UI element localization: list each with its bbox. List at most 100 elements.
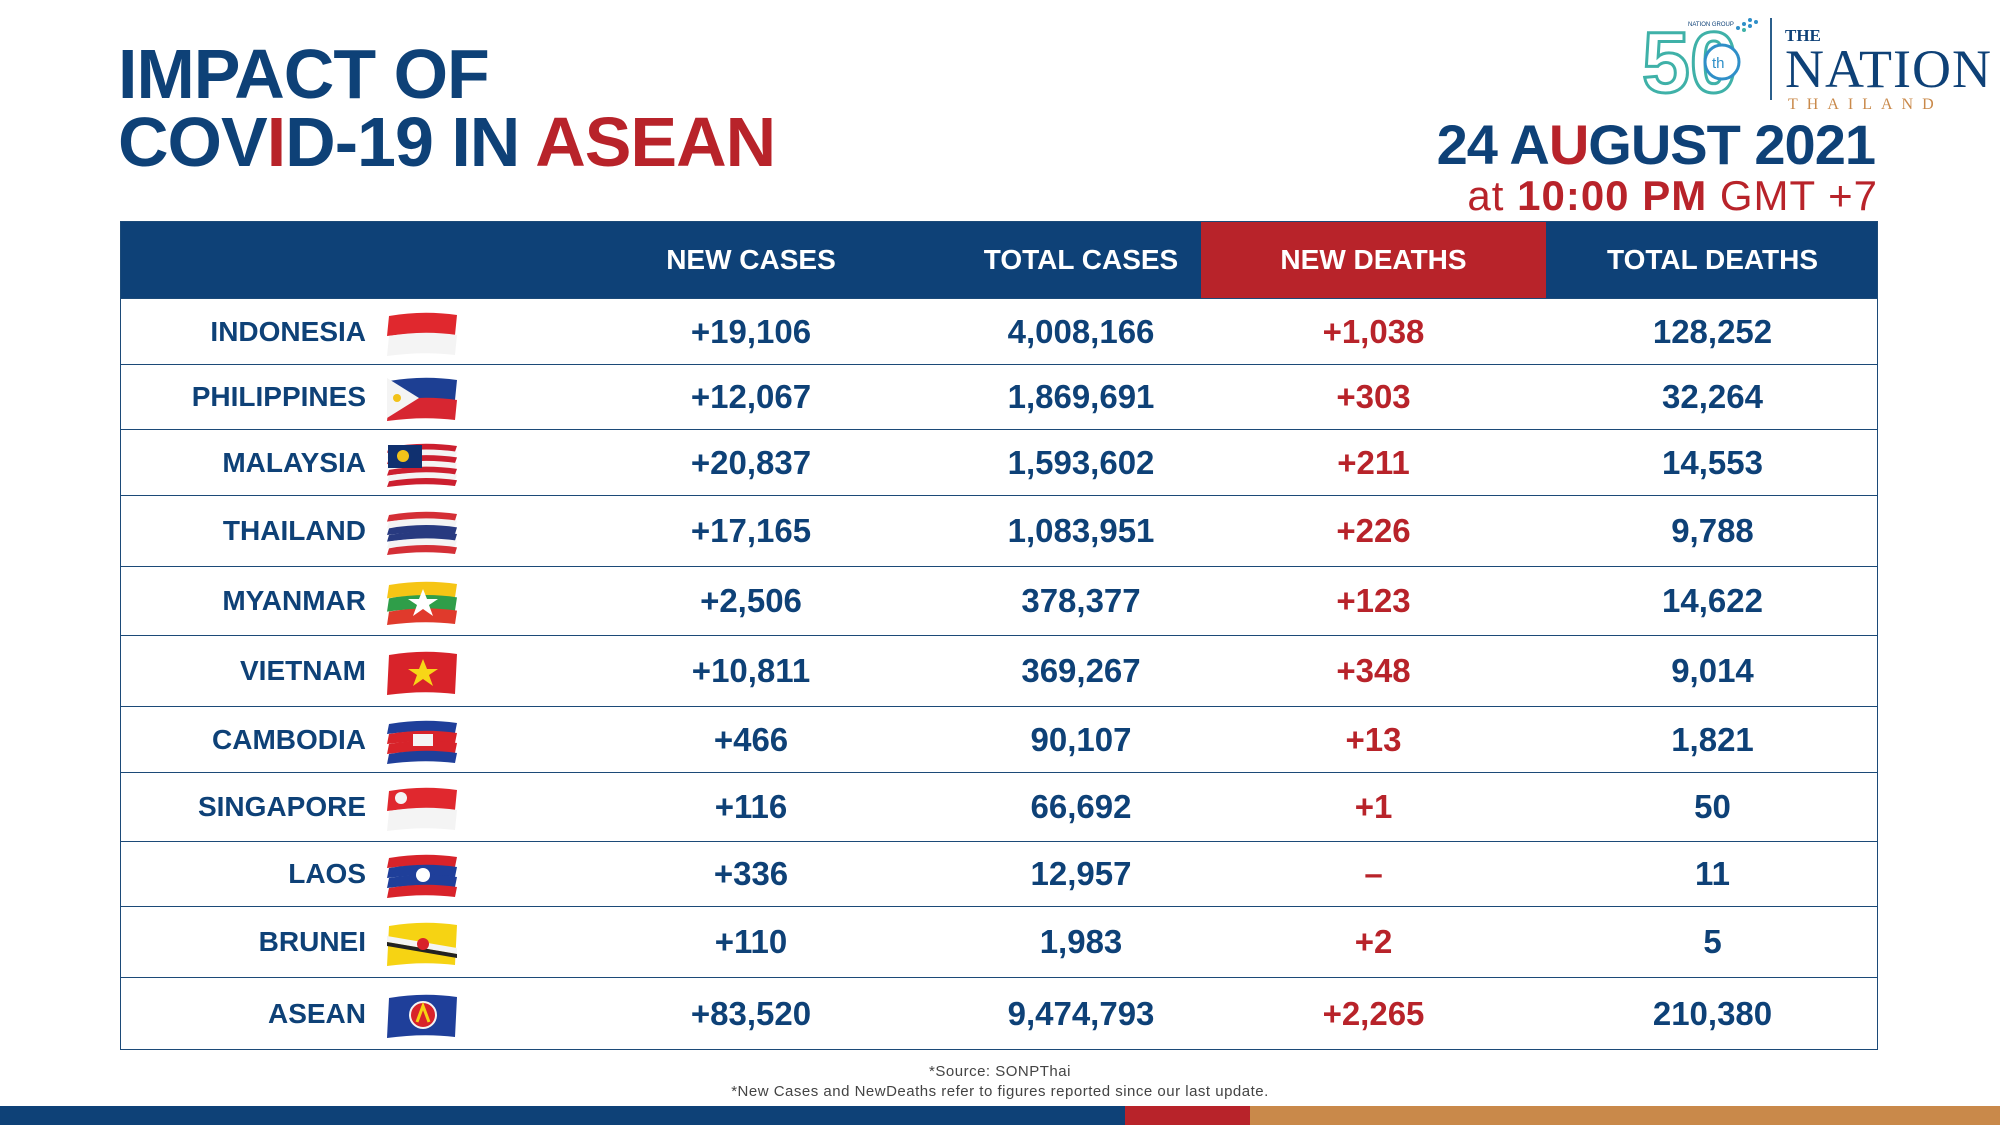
- cell-new-cases: +2,506: [700, 582, 802, 619]
- logo-name: NATION: [1785, 39, 1992, 99]
- table-row: PHILIPPINES +12,067 1,869,691 +303 32,264: [121, 364, 1877, 429]
- cell-country: PHILIPPINES: [191, 381, 366, 412]
- indonesia-flag: [387, 312, 457, 356]
- nation-logo: 50 th NATION GROUP THE NATION THAILAND: [1640, 10, 1991, 114]
- time-part: at: [1467, 172, 1518, 219]
- cell-total-deaths: 14,622: [1662, 582, 1763, 619]
- cell-total-deaths: 11: [1695, 855, 1730, 892]
- cell-country: CAMBODIA: [212, 723, 366, 755]
- cell-total-cases: 90,107: [1030, 720, 1132, 758]
- table-row: LAOS +336 12,957 – 11: [121, 841, 1877, 906]
- fiftieth-anniversary-icon: 50 th NATION GROUP: [1641, 14, 1758, 105]
- badge-suffix: th: [1712, 55, 1725, 72]
- cell-new-cases: +336: [713, 855, 789, 892]
- cell-total-deaths: 9,788: [1671, 512, 1754, 549]
- title-region: ASEAN: [535, 103, 776, 181]
- cell-new-cases: +466: [713, 720, 789, 758]
- badge-small-text: NATION GROUP: [1688, 22, 1734, 28]
- cell-total-deaths: 1,821: [1671, 720, 1754, 758]
- date-part: GUST 2021: [1588, 113, 1876, 176]
- cell-new-cases: +19,106: [690, 312, 812, 350]
- page-title: IMPACT OF COVID-19 IN ASEAN: [118, 35, 776, 177]
- cell-total-cases: 1,083,951: [1007, 512, 1155, 549]
- cell-new-deaths: +348: [1336, 652, 1411, 689]
- cell-country: INDONESIA: [210, 315, 366, 347]
- cell-country: SINGAPORE: [197, 791, 366, 822]
- header-new-cases: NEW CASES: [666, 244, 836, 275]
- table-row: SINGAPORE +116 66,692 +1 50: [121, 772, 1877, 841]
- cell-total-deaths: 128,252: [1652, 312, 1773, 350]
- footer-band-red: [1125, 1106, 1250, 1125]
- header-new-deaths: NEW DEATHS: [1201, 222, 1546, 298]
- cell-total-cases: 66,692: [1030, 788, 1132, 825]
- table-row: ASEAN +83,520 9,474,793 +2,265 210,380: [121, 977, 1877, 1050]
- title-part: COV: [118, 103, 268, 181]
- vietnam-flag: [387, 651, 457, 695]
- cell-country: MALAYSIA: [222, 446, 366, 478]
- table-row: VIETNAM +10,811 369,267 +348 9,014: [121, 635, 1877, 706]
- cell-total-cases: 1,869,691: [1007, 378, 1155, 415]
- footer-band-gold: [1250, 1106, 2000, 1125]
- cell-total-cases: 369,267: [1021, 652, 1141, 689]
- cell-new-deaths: +211: [1337, 443, 1410, 481]
- cell-total-cases: 12,957: [1030, 855, 1132, 892]
- cell-country: MYANMAR: [222, 585, 366, 616]
- cell-new-cases: +17,165: [690, 512, 812, 549]
- cell-new-deaths: +2: [1354, 923, 1393, 960]
- cell-new-deaths: +1,038: [1322, 312, 1425, 350]
- cell-total-deaths: 50: [1694, 788, 1731, 825]
- malaysia-flag: [387, 443, 457, 487]
- title-line-1: IMPACT OF: [118, 35, 490, 113]
- table-header: NEW CASES TOTAL CASES NEW DEATHS TOTAL D…: [121, 222, 1877, 298]
- header-total-cases: TOTAL CASES: [983, 244, 1179, 275]
- cell-new-cases: +12,067: [690, 378, 812, 415]
- cell-total-cases: 378,377: [1021, 582, 1141, 619]
- cell-total-deaths: 32,264: [1662, 378, 1763, 415]
- cell-new-cases: +10,811: [691, 652, 811, 689]
- table-row: MALAYSIA +20,837 1,593,602 +211 14,553: [121, 429, 1877, 495]
- cell-country: VIETNAM: [240, 655, 366, 686]
- source-note: *Source: SONPThai: [929, 1063, 1071, 1080]
- dots-icon: [1736, 18, 1758, 32]
- report-time: at 10:00 PM GMT +7: [1467, 172, 1878, 220]
- cell-new-cases: +110: [714, 923, 788, 960]
- date-accent: U: [1548, 113, 1589, 176]
- table-row: BRUNEI +110 1,983 +2 5: [121, 906, 1877, 977]
- cell-total-deaths: 5: [1703, 923, 1722, 960]
- cell-new-deaths: +303: [1336, 378, 1411, 415]
- cell-country: ASEAN: [267, 998, 366, 1029]
- cell-new-cases: +116: [714, 788, 788, 825]
- brunei-flag: [387, 922, 457, 966]
- logo-sub: THAILAND: [1788, 96, 1943, 113]
- philippines-flag: [387, 377, 457, 421]
- definition-note: *New Cases and NewDeaths refer to figure…: [731, 1083, 1269, 1100]
- table-row: CAMBODIA +466 90,107 +13 1,821: [121, 706, 1877, 772]
- cell-total-deaths: 9,014: [1671, 652, 1754, 689]
- cell-new-deaths: +123: [1336, 582, 1411, 619]
- cell-total-deaths: 14,553: [1662, 443, 1763, 481]
- logo-divider: [1770, 18, 1772, 100]
- title-part: D-19 IN: [285, 103, 536, 181]
- table-row: THAILAND +17,165 1,083,951 +226 9,788: [121, 495, 1877, 566]
- covid-table: NEW CASES TOTAL CASES NEW DEATHS TOTAL D…: [120, 221, 1878, 1050]
- cell-country: THAILAND: [222, 515, 366, 546]
- cell-total-cases: 1,593,602: [1007, 443, 1155, 481]
- report-date: 24 AUGUST 2021: [1436, 112, 1876, 177]
- cell-total-cases: 9,474,793: [1007, 995, 1155, 1032]
- cell-new-deaths: +2,265: [1322, 995, 1425, 1032]
- badge-circle: [1703, 43, 1741, 81]
- footer-band-navy: [0, 1106, 1125, 1125]
- header-country: [121, 222, 581, 298]
- cell-new-deaths: +1: [1354, 788, 1393, 825]
- cell-new-deaths: +226: [1336, 512, 1411, 549]
- myanmar-flag: [387, 581, 457, 625]
- table-row: MYANMAR +2,506 378,377 +123 14,622: [121, 566, 1877, 635]
- cell-total-cases: 4,008,166: [1007, 312, 1155, 350]
- date-part: 24 A: [1436, 113, 1550, 176]
- laos-flag: [387, 854, 457, 898]
- header-total-deaths: TOTAL DEATHS: [1606, 244, 1819, 275]
- title-accent: I: [266, 103, 286, 181]
- logo-the: THE: [1785, 26, 1821, 45]
- cell-new-cases: +20,837: [690, 443, 812, 481]
- title-line-2: COVID-19 IN ASEAN: [118, 107, 776, 177]
